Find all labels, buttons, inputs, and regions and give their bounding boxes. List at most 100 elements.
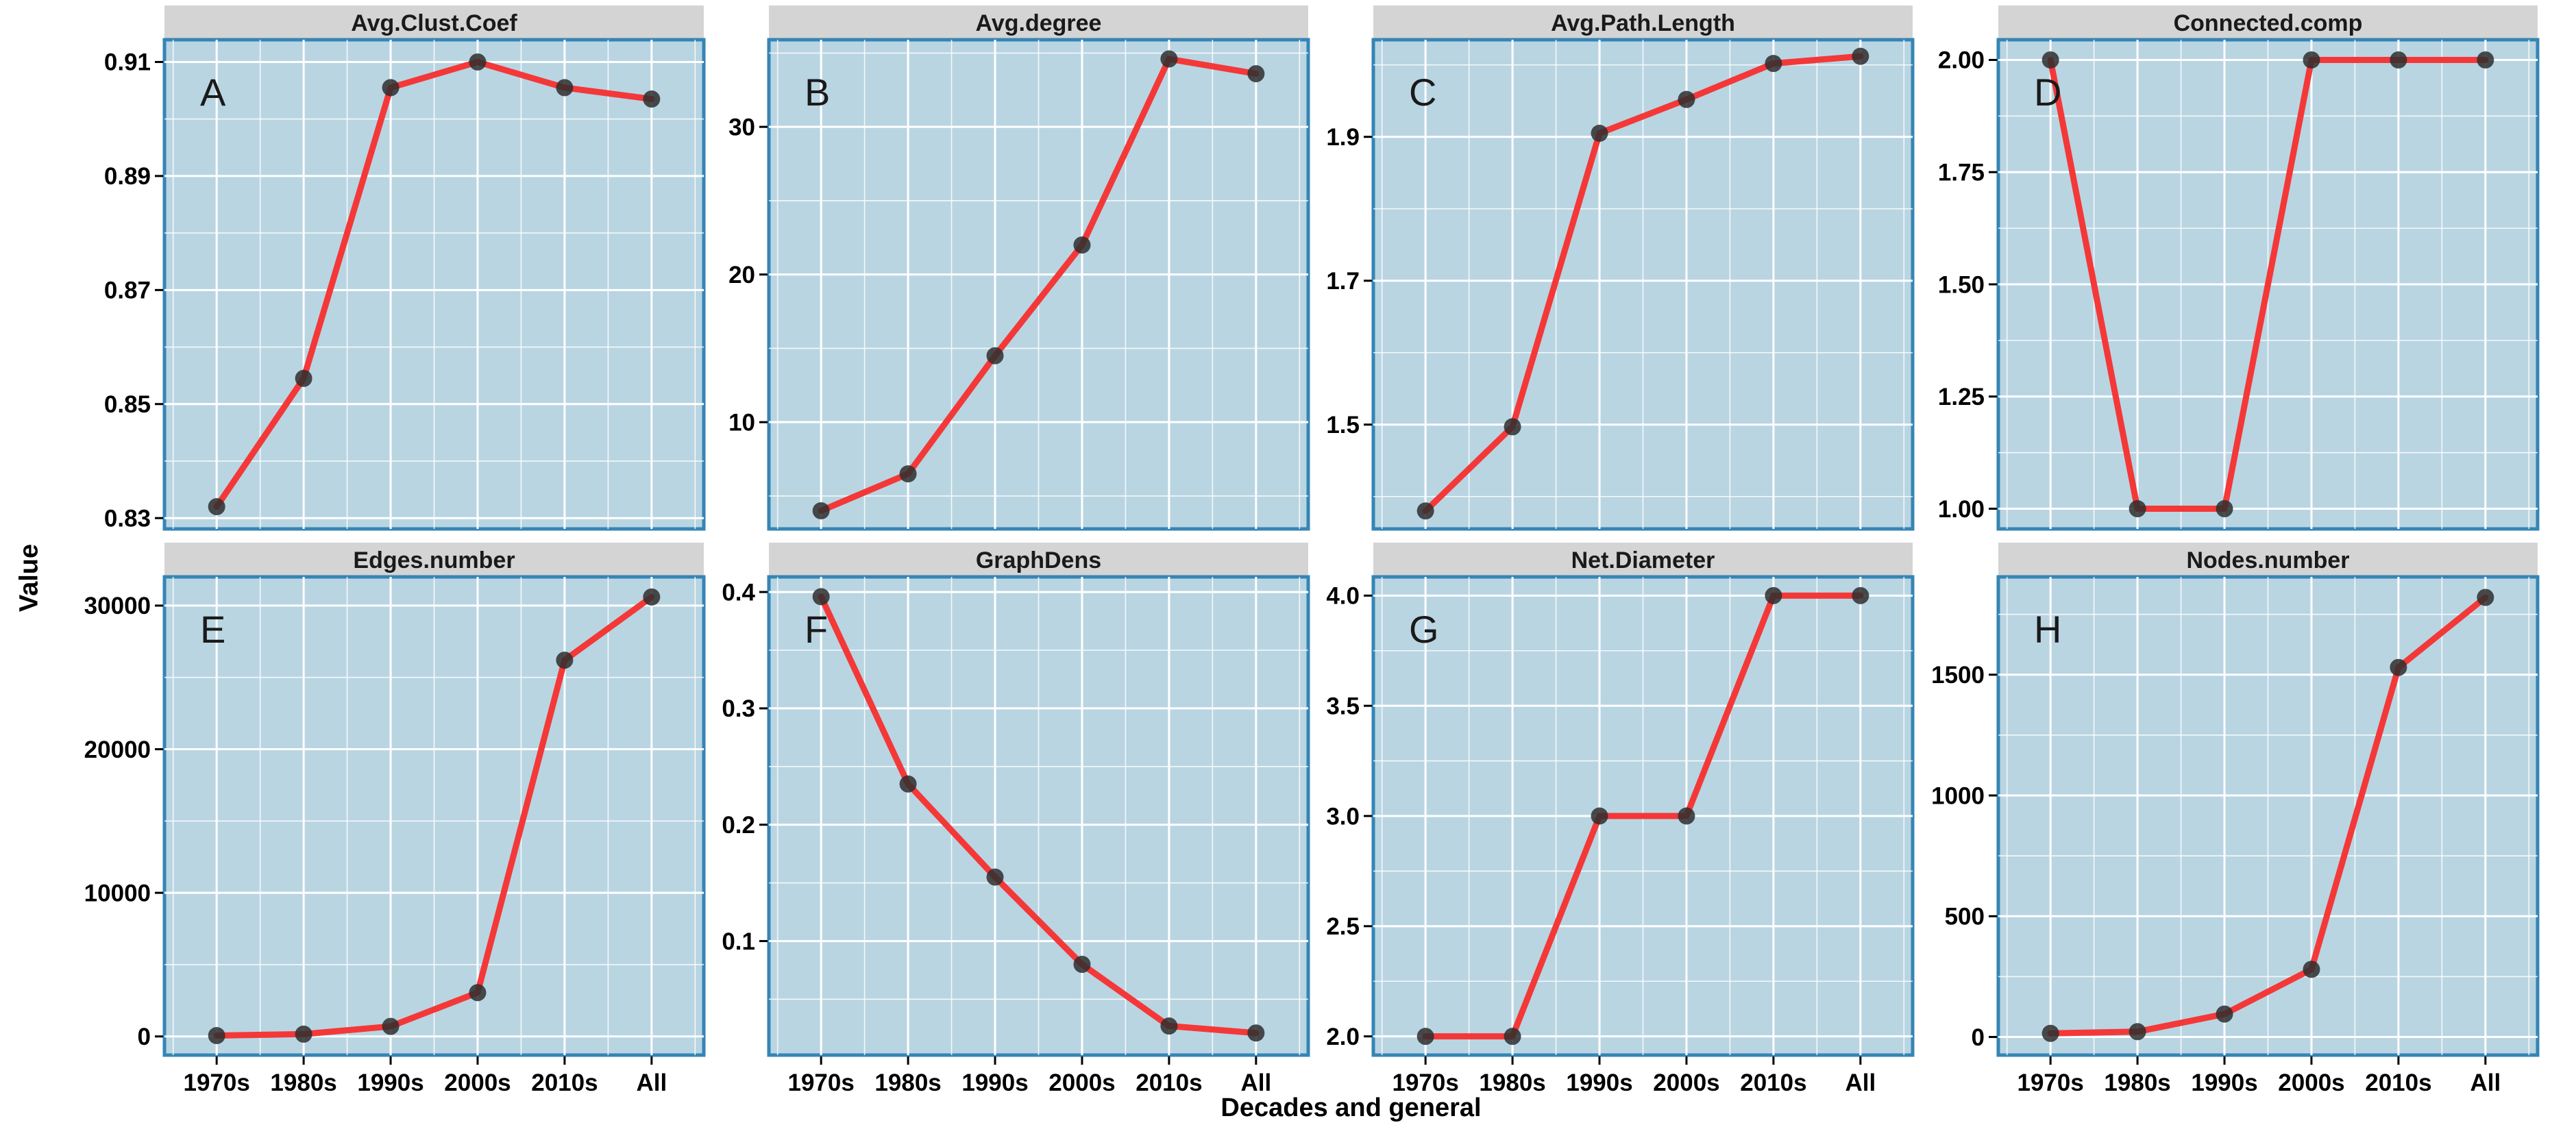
y-tick-label: 1.25 [1938,384,1985,410]
x-tick-label: 1990s [2191,1069,2257,1096]
facet-strip [164,5,704,40]
series-line [1422,53,1864,515]
x-tick-label: 2000s [444,1069,511,1096]
x-tick-label: 2010s [1740,1069,1806,1096]
x-tick-label: All [1845,1069,1876,1096]
x-tick-label: 1980s [874,1069,941,1096]
data-point [1591,125,1608,142]
facet-A: Avg.Clust.Coef 0.83 0.85 0.87 0.89 0.91 A [104,5,706,532]
y-tick-label: 0 [138,1024,151,1050]
series-line [2047,56,2489,512]
data-point [643,90,661,108]
panel-letter: E [200,608,225,651]
data-point [1678,807,1695,825]
x-tick-label: 1970s [183,1069,249,1096]
x-tick-label: 2000s [1048,1069,1115,1096]
data-point [2216,1005,2233,1023]
x-tick-label: 1980s [1479,1069,1545,1096]
y-tick-label: 1500 [1931,662,1985,689]
x-tick-label: 2010s [531,1069,598,1096]
data-point [556,652,574,669]
data-point [295,369,312,387]
data-point [1765,586,1782,604]
facet-strip-title: Avg.Path.Length [1551,10,1735,36]
x-tick-label: All [1240,1069,1271,1096]
facet-strip-title: Connected.comp [2174,10,2363,36]
facet-strip [769,543,1308,577]
y-tick-label: 500 [1945,904,1985,930]
x-tick-label: 1990s [1566,1069,1632,1096]
facet-D: Connected.comp 1.00 1.25 1.50 1.75 2.00 D [1938,5,2540,531]
facet-strip [1998,5,2538,40]
data-point [1416,1028,1434,1046]
data-point [2390,658,2407,676]
y-tick-label: 1.50 [1938,271,1985,298]
facet-strip-title: Avg.degree [976,10,1102,36]
data-point [1852,47,1869,65]
data-point [899,465,917,483]
data-point [899,775,917,793]
data-point [1073,236,1091,254]
data-point [2129,500,2146,518]
data-point [1765,55,1782,73]
facet-strip-title: Avg.Clust.Coef [351,10,517,36]
y-tick-label: 0.2 [722,812,755,839]
data-point [1160,50,1178,68]
panel-letter: A [200,71,226,114]
series-line [818,55,1260,514]
y-tick-label: 0.91 [104,49,151,76]
y-tick-label: 0.87 [104,277,151,304]
panel-letter: H [2034,608,2061,651]
data-point [2390,51,2407,69]
x-tick-label: 1970s [787,1069,854,1096]
y-tick-label: 0.1 [722,928,755,955]
facet-strip-title: Nodes.number [2186,547,2349,573]
facet-G: Net.Diameter 2.0 2.5 3.0 3.5 4.0 G 1970s 1980s 19… [1326,543,1915,1096]
y-tick-label: 0.89 [104,163,151,190]
y-tick-label: 1000 [1931,782,1985,809]
data-point [1160,1017,1178,1035]
facet-strip-title: GraphDens [976,547,1101,573]
x-tick-label: 2010s [1136,1069,1202,1096]
x-tick-label: 1970s [1392,1069,1458,1096]
data-point [382,79,400,97]
data-point [2477,51,2494,69]
y-tick-label: 4.0 [1326,583,1360,610]
y-tick-label: 1.00 [1938,496,1985,523]
data-point [208,1026,225,1044]
data-point [812,502,830,519]
data-point [1073,956,1091,974]
facet-strip-title: Edges.number [353,547,515,573]
data-point [2303,51,2320,69]
x-tick-label: 2000s [1653,1069,1719,1096]
data-point [643,588,661,606]
data-point [469,53,487,71]
y-tick-label: 10 [728,409,755,436]
data-point [2041,51,2059,69]
y-tick-label: 2.5 [1326,913,1360,940]
series-line [213,593,655,1039]
y-tick-label: 0 [1972,1024,1985,1051]
y-tick-label: 0.83 [104,505,151,532]
data-point [295,1025,312,1043]
facet-C: Avg.Path.Length 1.5 1.7 1.9 C [1326,5,1915,531]
facet-F: GraphDens 0.1 0.2 0.3 0.4 F 1970s 1980s 1990s 200… [722,543,1310,1096]
data-point [1678,90,1695,108]
data-point [986,347,1004,364]
panel-letter: F [805,608,828,651]
y-axis-title: Value [14,543,44,613]
y-tick-label: 1.5 [1326,412,1360,438]
facet-E: Edges.number 0 10000 20000 30000 E 1970s 1980s 1… [84,543,706,1096]
data-point [1247,1024,1265,1042]
y-tick-label: 1.9 [1326,124,1360,151]
data-point [556,79,574,97]
series-line [2047,594,2489,1037]
y-tick-label: 20000 [84,737,151,763]
data-point [2041,1024,2059,1042]
data-point [2129,1023,2146,1041]
x-tick-label: 1990s [357,1069,424,1096]
x-tick-label: 1990s [961,1069,1028,1096]
y-tick-label: 0.3 [722,695,755,722]
